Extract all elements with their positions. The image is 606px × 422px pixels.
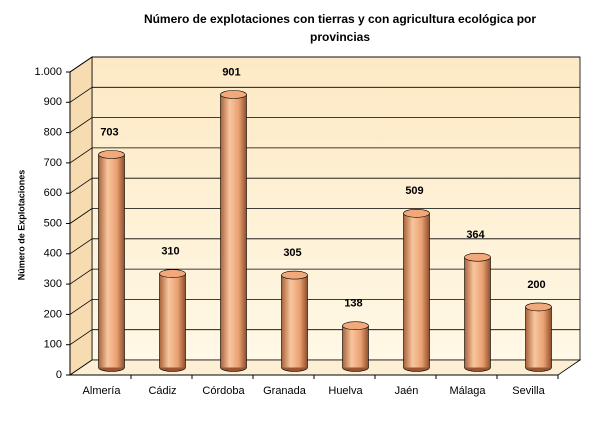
y-tick-label: 1.000 bbox=[34, 66, 62, 78]
data-label: 200 bbox=[527, 279, 545, 291]
bar-top bbox=[220, 90, 247, 99]
bar bbox=[464, 257, 491, 368]
bar bbox=[220, 94, 247, 368]
bar bbox=[281, 275, 308, 368]
y-tick-label: 600 bbox=[44, 187, 62, 199]
data-label: 901 bbox=[222, 66, 240, 78]
data-label: 138 bbox=[344, 298, 362, 310]
bar bbox=[98, 154, 125, 368]
grid-line bbox=[69, 56, 93, 73]
y-tick-label: 400 bbox=[44, 248, 62, 260]
grid-line bbox=[69, 299, 93, 315]
bar-top bbox=[464, 252, 491, 262]
y-tick-label: 500 bbox=[44, 217, 62, 229]
bar-top bbox=[159, 269, 186, 278]
bar-top bbox=[342, 321, 369, 330]
x-tick-label: Jaén bbox=[395, 385, 419, 397]
bar-top bbox=[98, 150, 125, 159]
y-tick-label: 900 bbox=[44, 96, 62, 108]
grid-line bbox=[69, 208, 93, 224]
bar bbox=[525, 306, 552, 368]
y-axis-label: Número de Explotaciones bbox=[16, 170, 26, 281]
bar bbox=[342, 325, 369, 368]
bar-top bbox=[525, 302, 552, 312]
y-tick-label: 700 bbox=[44, 157, 62, 169]
chart-title: Número de explotaciones con tierras y co… bbox=[144, 12, 536, 26]
grid-line bbox=[69, 329, 93, 346]
data-label: 703 bbox=[100, 126, 118, 138]
bar-top bbox=[403, 208, 430, 218]
x-tick-label: Almería bbox=[83, 385, 122, 397]
x-tick-label: Huelva bbox=[328, 385, 363, 397]
x-tick-label: Córdoba bbox=[202, 385, 245, 397]
y-tick-label: 200 bbox=[44, 308, 62, 320]
bar bbox=[403, 213, 430, 368]
x-tick-label: Granada bbox=[263, 385, 307, 397]
grid-line bbox=[69, 117, 93, 133]
y-tick-label: 800 bbox=[44, 127, 62, 139]
chart-title: provincias bbox=[310, 30, 370, 44]
y-tick-label: 300 bbox=[44, 278, 62, 290]
data-label: 364 bbox=[466, 229, 485, 241]
bar bbox=[159, 273, 186, 368]
x-tick-label: Sevilla bbox=[512, 385, 545, 397]
grid-line bbox=[69, 268, 93, 285]
x-tick-label: Málaga bbox=[449, 385, 486, 397]
bar-top bbox=[281, 270, 308, 280]
grid-line bbox=[69, 147, 93, 164]
grid-line bbox=[69, 86, 93, 103]
y-tick-label: 100 bbox=[44, 339, 62, 351]
data-label: 509 bbox=[405, 185, 423, 197]
x-tick-label: Cádiz bbox=[148, 385, 176, 397]
floor bbox=[68, 359, 582, 376]
y-tick-label: 0 bbox=[56, 369, 62, 381]
data-label: 310 bbox=[161, 245, 179, 257]
data-label: 305 bbox=[283, 247, 301, 259]
grid-line bbox=[69, 177, 93, 194]
grid-line bbox=[69, 238, 93, 255]
